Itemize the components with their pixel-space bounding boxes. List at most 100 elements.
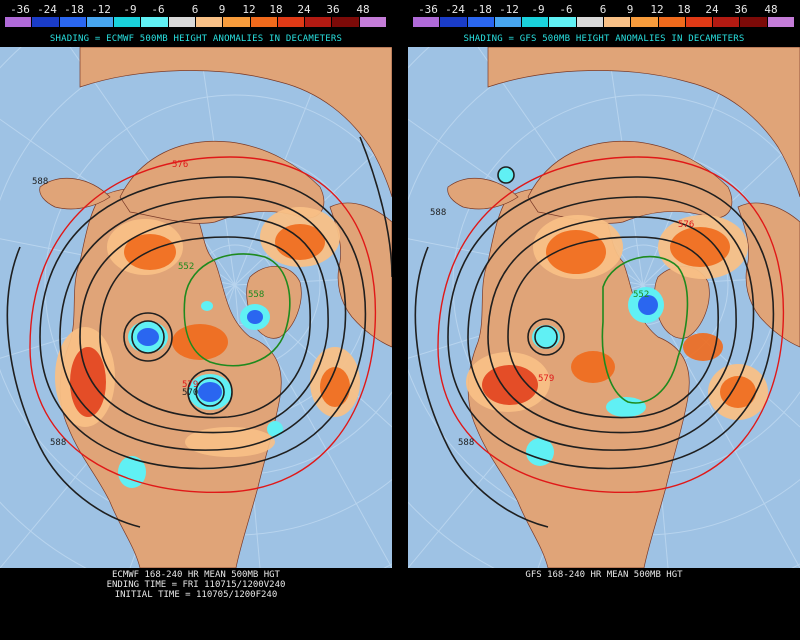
height-contours [414, 166, 775, 528]
scale-swatch [114, 17, 142, 27]
scale-swatch [603, 17, 632, 27]
contour-label: 579 [182, 380, 198, 390]
negative-anomaly [498, 167, 514, 183]
panel-subtitle: SHADING = GFS 500MB HEIGHT ANOMALIES IN … [463, 34, 745, 44]
asia [79, 47, 392, 198]
scale-label: 6 [191, 3, 199, 16]
scale-label: 6 [599, 3, 607, 16]
contour-label: 576 [678, 220, 694, 230]
contour-labels: 588 576 552 579 588 [430, 208, 694, 448]
caption-line: INITIAL TIME = 110705/1200F240 [114, 590, 278, 600]
scale-label: 12 [650, 3, 664, 16]
scale-label: -9 [531, 3, 545, 16]
negative-anomaly [526, 438, 554, 466]
scale-label: -18 [64, 3, 84, 16]
caption-line: ECMWF 168-240 HR MEAN 500MB HGT [112, 570, 280, 580]
positive-anomaly [720, 376, 756, 408]
scale-label: 24 [297, 3, 311, 16]
positive-anomaly [670, 227, 730, 267]
scale-label: -6 [151, 3, 165, 16]
scale-label: 18 [677, 3, 691, 16]
scale-label: 48 [764, 3, 778, 16]
scale-swatch [305, 17, 333, 27]
scale-swatch [522, 17, 550, 27]
scale-swatch [413, 17, 441, 27]
contour-label: 588 [458, 438, 474, 448]
scale-swatch [467, 17, 495, 27]
scale-swatch [168, 17, 196, 27]
contour-label: 588 [430, 208, 446, 218]
contour-label: 570 [182, 388, 198, 398]
positive-anomaly [124, 234, 176, 270]
green-552-contour [183, 253, 291, 367]
scale-swatch [359, 17, 387, 27]
scale-swatch [440, 17, 468, 27]
positive-anomaly [482, 365, 538, 405]
scale-label: 9 [218, 3, 226, 16]
negative-anomaly [267, 421, 283, 437]
contour-label: 576 [172, 160, 188, 170]
scale-swatch [195, 17, 224, 27]
scale-swatch [767, 17, 795, 27]
caption-line: ENDING TIME = FRI 110715/1200V240 [106, 580, 286, 590]
scale-label: -12 [499, 3, 519, 16]
scale-swatch [59, 17, 87, 27]
scale-swatch [250, 17, 278, 27]
scale-swatch [141, 17, 169, 27]
scale-swatch [631, 17, 659, 27]
panel-caption: ECMWF 168-240 HR MEAN 500MB HGT ENDING T… [0, 570, 392, 600]
scale-swatch [277, 17, 306, 27]
contour-label: 558 [248, 290, 264, 300]
anomaly-scale-labels: -36 -24 -18 -12 -9 -6 6 9 12 18 24 36 48 [408, 4, 800, 16]
green-552-contour [601, 255, 689, 404]
gfs-panel: -36 -24 -18 -12 -9 -6 6 9 12 18 24 36 48… [408, 0, 800, 640]
contour-label: 552 [633, 290, 649, 300]
positive-anomaly [70, 347, 106, 417]
scale-swatch [32, 17, 60, 27]
scale-label: 24 [705, 3, 719, 16]
scale-swatch [658, 17, 686, 27]
scale-label: 12 [242, 3, 256, 16]
scale-label: -12 [91, 3, 111, 16]
panel-subtitle: SHADING = ECMWF 500MB HEIGHT ANOMALIES I… [49, 34, 343, 44]
scale-swatch [223, 17, 251, 27]
scale-label: 36 [326, 3, 340, 16]
anomaly-color-bar [5, 17, 387, 27]
negative-anomaly [606, 397, 646, 417]
positive-anomaly [320, 367, 350, 407]
panel-divider [392, 0, 408, 640]
scale-label: -6 [559, 3, 573, 16]
scale-label: 9 [626, 3, 634, 16]
ecmwf-map: 588 576 588 552 570 579 558 [0, 47, 392, 568]
negative-anomaly [137, 328, 159, 346]
contour-label: 588 [50, 438, 66, 448]
scale-swatch [576, 17, 604, 27]
scale-label: -24 [445, 3, 465, 16]
contour-labels: 588 576 588 552 570 579 558 [32, 160, 264, 448]
scale-swatch [332, 17, 360, 27]
scale-label: 48 [356, 3, 370, 16]
scale-label: 36 [734, 3, 748, 16]
scale-swatch [86, 17, 115, 27]
height-contours [6, 136, 392, 528]
scale-swatch [713, 17, 741, 27]
scale-label: 18 [269, 3, 283, 16]
scale-swatch [549, 17, 577, 27]
positive-anomaly [275, 224, 325, 260]
negative-anomaly [198, 382, 222, 402]
contour-label: 588 [32, 177, 48, 187]
ecmwf-panel: -36 -24 -18 -12 -9 -6 6 9 12 18 24 36 48… [0, 0, 392, 640]
red-576-contour [437, 156, 785, 494]
contour-label: 579 [538, 374, 554, 384]
negative-anomaly [532, 325, 560, 349]
caption-line: GFS 168-240 HR MEAN 500MB HGT [525, 570, 683, 580]
negative-anomaly [118, 456, 146, 488]
panel-caption: GFS 168-240 HR MEAN 500MB HGT [408, 570, 800, 580]
anomaly-scale-labels: -36 -24 -18 -12 -9 -6 6 9 12 18 24 36 48 [0, 4, 392, 16]
asia [487, 47, 800, 198]
scale-label: -36 [10, 3, 30, 16]
scale-label: -18 [472, 3, 492, 16]
scale-swatch [5, 17, 33, 27]
gfs-map-svg: 588 576 552 579 588 [408, 47, 800, 568]
negative-anomaly [201, 301, 213, 311]
